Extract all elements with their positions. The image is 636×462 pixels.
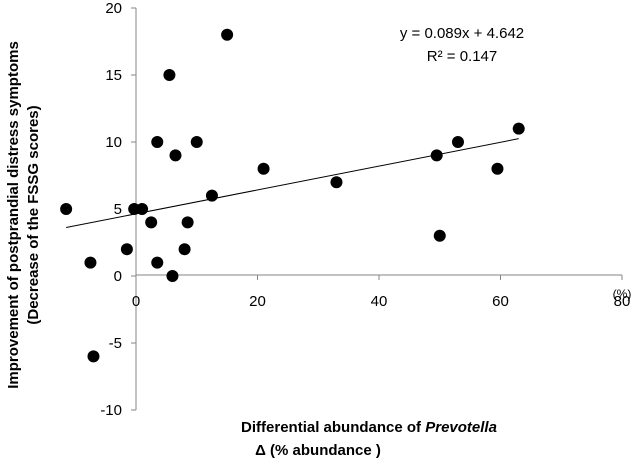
y-axis-label-line2: (Decrease of the FSSG scores) xyxy=(25,105,42,324)
data-point xyxy=(151,256,164,269)
data-point xyxy=(451,136,464,148)
data-point xyxy=(163,69,176,81)
y-tick-label: 0 xyxy=(114,268,122,285)
y-tick-label: 5 xyxy=(114,201,122,218)
data-points xyxy=(60,28,525,363)
data-point xyxy=(169,149,182,162)
y-axis-label-line1: Improvement of postprandial distress sym… xyxy=(5,41,22,389)
data-point xyxy=(145,216,158,229)
data-point xyxy=(84,256,97,269)
x-tick-label: 20 xyxy=(249,293,266,310)
data-point xyxy=(60,203,73,215)
data-point xyxy=(491,162,504,175)
data-point xyxy=(178,243,191,256)
r-squared-label: R² = 0.147 xyxy=(427,48,497,65)
x-tick-label: 40 xyxy=(371,293,388,310)
x-axis-label-prefix: Differential abundance of xyxy=(241,419,425,436)
data-point xyxy=(151,136,164,148)
x-tick-label: 80 xyxy=(614,293,631,310)
x-tick-label: 0 xyxy=(132,293,140,310)
y-tick-label: 10 xyxy=(105,134,122,151)
data-point xyxy=(136,203,149,215)
y-tick-label: 20 xyxy=(105,0,122,17)
data-point xyxy=(190,136,203,148)
data-point xyxy=(221,28,234,41)
x-axis-unit: (%) xyxy=(613,287,632,301)
data-point xyxy=(330,176,343,189)
x-axis-label-line1: Differential abundance of Prevotella xyxy=(241,419,497,436)
data-point xyxy=(430,149,443,162)
x-axis-label-italic: Prevotella xyxy=(425,419,497,436)
y-ticks: -10 -5 0 5 10 15 20 xyxy=(100,0,136,419)
x-axis-label-line2: Δ (% abundance ) xyxy=(255,442,381,459)
axes xyxy=(135,8,622,410)
data-point xyxy=(87,350,100,363)
data-point xyxy=(257,162,270,175)
data-point xyxy=(205,189,218,202)
x-tick-label: 60 xyxy=(492,293,509,310)
y-tick-label: -10 xyxy=(100,402,122,419)
data-point xyxy=(512,122,525,135)
data-point xyxy=(181,216,194,229)
y-tick-label: -5 xyxy=(109,335,122,352)
x-ticks: 0 20 40 60 80 xyxy=(132,275,631,310)
data-point xyxy=(120,243,133,256)
data-point xyxy=(433,229,446,242)
data-point xyxy=(166,270,179,282)
regression-equation: y = 0.089x + 4.642 xyxy=(400,25,524,42)
y-tick-label: 15 xyxy=(105,67,122,84)
